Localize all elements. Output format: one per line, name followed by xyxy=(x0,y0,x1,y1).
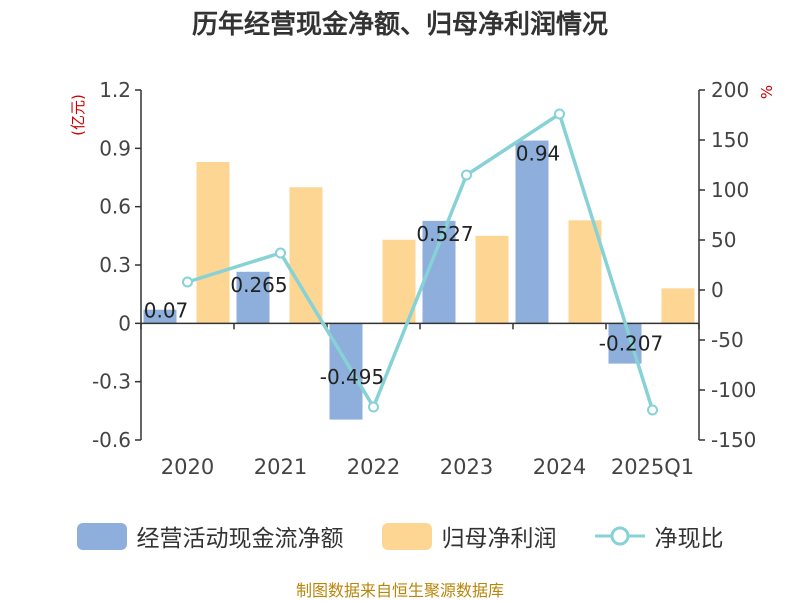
left-tick-label: 0 xyxy=(118,311,131,335)
net-profit-bar xyxy=(661,288,695,324)
legend-item-net-profit: 归母净利润 xyxy=(381,519,557,553)
cashflow-bar xyxy=(143,309,177,324)
net-profit-bar xyxy=(196,161,230,324)
cashflow-data-label: 0.527 xyxy=(416,222,473,246)
category-label: 2024 xyxy=(533,455,586,479)
right-tick-label: -150 xyxy=(711,428,756,452)
right-tick-label: 200 xyxy=(711,78,749,102)
left-tick-label: 0.3 xyxy=(99,253,131,277)
cashflow-bar xyxy=(236,271,270,324)
category-label: 2023 xyxy=(440,455,493,479)
net-profit-bar xyxy=(568,220,602,324)
left-tick-label: 1.2 xyxy=(99,78,131,102)
cashflow-data-label: 0.07 xyxy=(144,299,189,323)
chart-title: 历年经营现金净额、归母净利润情况 xyxy=(191,10,608,40)
right-tick-label: 100 xyxy=(711,178,749,202)
cashflow-data-label: -0.207 xyxy=(599,331,663,355)
legend-label-net-profit: 归母净利润 xyxy=(441,526,557,552)
left-axis-unit: (亿元) xyxy=(69,94,87,136)
cashflow-data-label: 0.94 xyxy=(516,142,561,166)
net-profit-bar xyxy=(382,239,416,324)
right-axis-unit: % xyxy=(758,85,776,99)
legend-label-cash-ratio: 净现比 xyxy=(654,526,724,552)
category-label: 2020 xyxy=(161,455,214,479)
legend-swatch-cashflow xyxy=(76,522,127,550)
left-tick-label: 0.9 xyxy=(99,136,131,160)
left-tick-label: 0.6 xyxy=(99,195,131,219)
right-tick-label: 150 xyxy=(711,128,749,152)
category-label: 2021 xyxy=(254,455,307,479)
net-profit-bar xyxy=(475,235,509,324)
cash-ratio-point xyxy=(275,247,286,259)
cashflow-data-label: -0.495 xyxy=(320,365,384,389)
cash-ratio-line xyxy=(186,111,655,411)
category-label: 2025Q1 xyxy=(611,455,694,479)
right-tick-label: 0 xyxy=(711,278,724,302)
cashflow-bar xyxy=(329,323,363,420)
net-profit-bar xyxy=(289,187,323,324)
right-tick-label: -50 xyxy=(711,328,744,352)
cashflow-data-label: 0.265 xyxy=(230,273,287,297)
legend-line-icon xyxy=(594,526,645,546)
cash-ratio-point xyxy=(368,401,379,413)
legend: 经营活动现金流净额 归母净利润 净现比 xyxy=(0,516,800,556)
legend-item-cashflow: 经营活动现金流净额 xyxy=(76,519,344,553)
cash-ratio-point xyxy=(182,276,193,288)
left-tick-label: -0.6 xyxy=(92,428,131,452)
legend-label-cashflow: 经营活动现金流净额 xyxy=(136,526,344,552)
cash-ratio-point xyxy=(554,108,565,120)
data-source: 制图数据来自恒生聚源数据库 xyxy=(295,581,504,600)
category-label: 2022 xyxy=(347,455,400,479)
legend-item-cash-ratio: 净现比 xyxy=(594,519,724,553)
cash-ratio-point xyxy=(461,169,472,181)
left-tick-label: -0.3 xyxy=(92,370,131,394)
cashflow-bar xyxy=(515,140,549,324)
right-tick-label: -100 xyxy=(711,378,756,402)
legend-swatch-net-profit xyxy=(381,522,432,550)
right-tick-label: 50 xyxy=(711,228,736,252)
cash-ratio-point xyxy=(647,404,658,416)
